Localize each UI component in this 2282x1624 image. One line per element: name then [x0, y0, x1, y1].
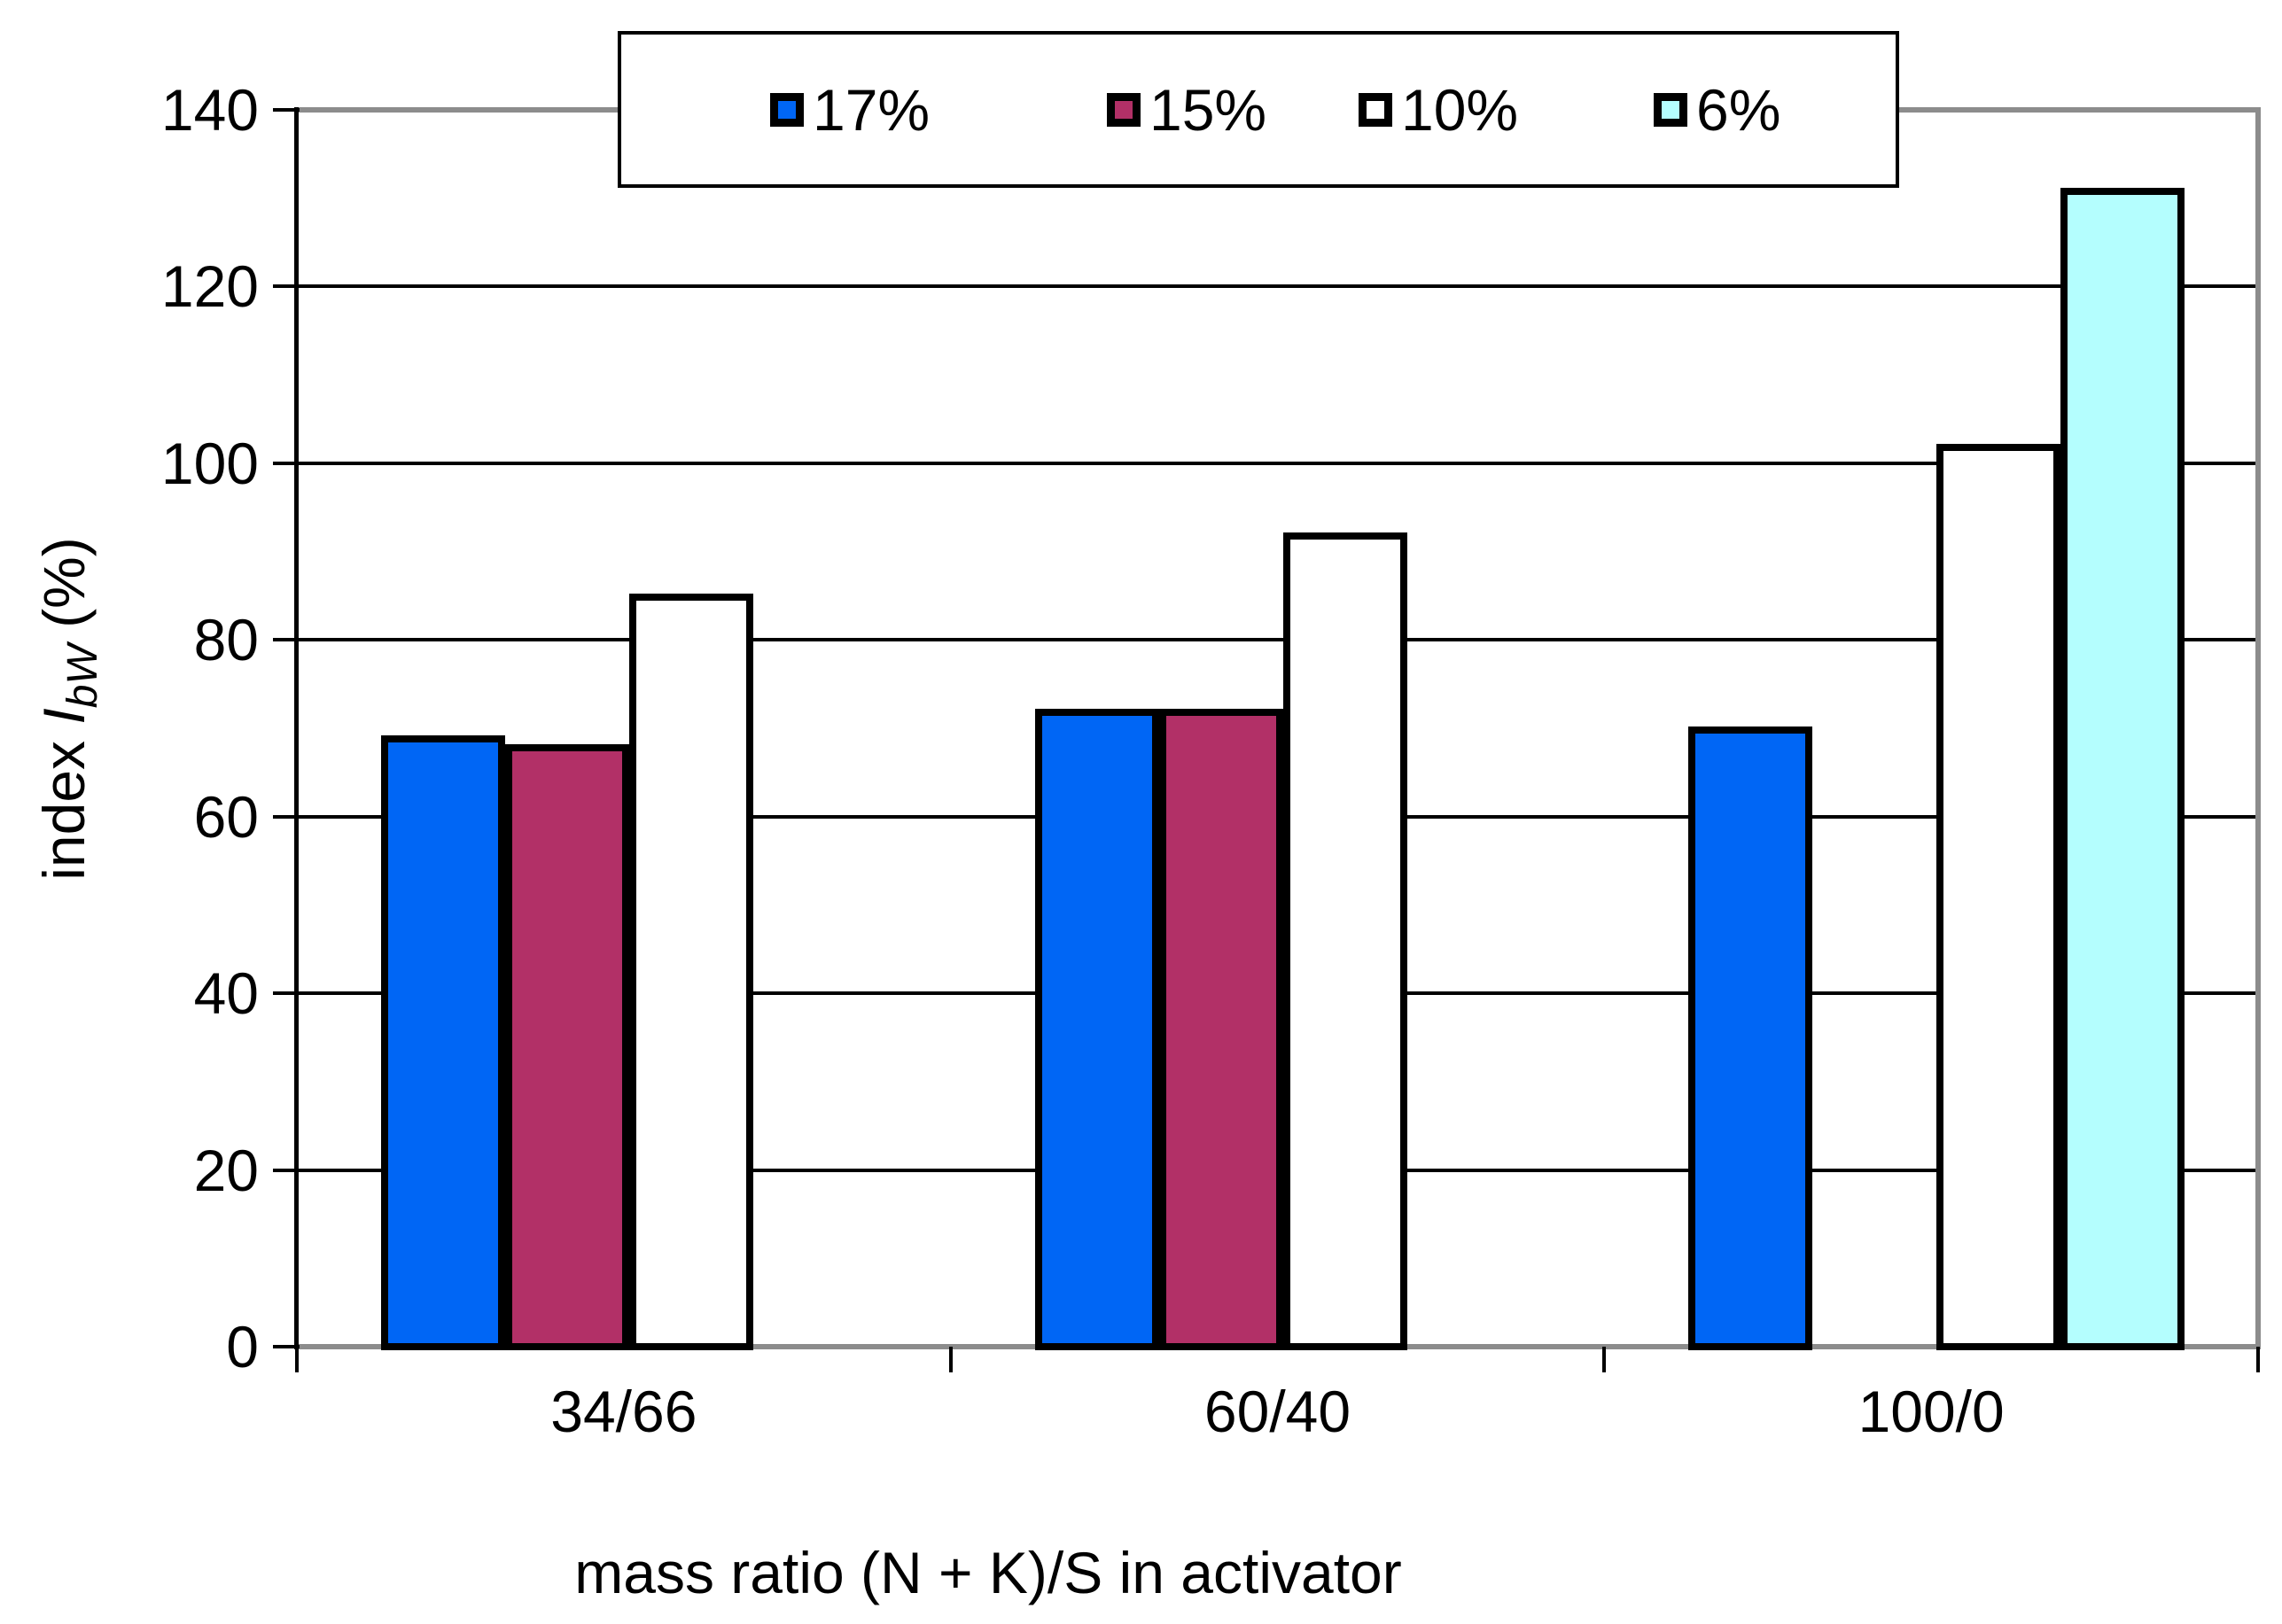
legend-item-17%: 17% — [770, 35, 930, 184]
y-tick-label: 40 — [193, 960, 259, 1027]
bar-17%-100/0 — [1688, 727, 1813, 1350]
y-tick — [273, 638, 300, 642]
legend-label: 17% — [813, 76, 931, 143]
legend-item-10%: 10% — [1359, 35, 1518, 184]
bar-17%-34/66 — [381, 734, 505, 1350]
bar-15%-34/66 — [505, 743, 629, 1350]
bar-10%-100/0 — [1936, 443, 2061, 1350]
y-tick-label: 20 — [193, 1137, 259, 1203]
plot-border-right — [2255, 107, 2261, 1349]
category-label: 100/0 — [1858, 1379, 2005, 1444]
bar-10%-60/40 — [1282, 532, 1407, 1350]
h-gridline — [297, 638, 2258, 642]
bar-17%-60/40 — [1034, 709, 1159, 1350]
category-label: 34/66 — [550, 1379, 697, 1444]
legend-swatch-icon — [1359, 92, 1392, 127]
y-axis-title-symbol: I — [31, 708, 97, 725]
y-tick-label: 60 — [193, 783, 259, 850]
h-gridline — [297, 284, 2258, 289]
bar-10%-34/66 — [629, 594, 753, 1350]
legend-swatch-icon — [1107, 92, 1141, 127]
y-tick-label: 80 — [193, 607, 259, 673]
legend-label: 10% — [1401, 76, 1519, 143]
x-tick — [1602, 1347, 1607, 1372]
legend-item-6%: 6% — [1654, 35, 1780, 184]
y-tick-label: 100 — [160, 430, 259, 496]
legend-label: 15% — [1149, 76, 1267, 143]
h-gridline — [297, 461, 2258, 465]
y-tick — [273, 991, 300, 996]
y-tick — [273, 814, 300, 819]
x-tick — [295, 1347, 299, 1372]
legend-label: 6% — [1696, 76, 1781, 143]
y-tick-label: 140 — [160, 77, 259, 143]
y-tick-label: 0 — [226, 1314, 259, 1379]
bar-6%-100/0 — [2060, 187, 2185, 1350]
y-tick — [273, 1345, 300, 1348]
y-tick — [273, 108, 300, 112]
y-axis-line — [294, 107, 299, 1349]
y-tick — [273, 284, 300, 289]
y-tick-label: 120 — [160, 253, 259, 320]
y-tick — [273, 1168, 300, 1172]
legend-swatch-icon — [770, 92, 804, 127]
x-tick — [2256, 1347, 2260, 1372]
legend: 17% 15% 10% 6% — [618, 31, 1899, 188]
legend-item-15%: 15% — [1107, 35, 1266, 184]
category-label: 60/40 — [1203, 1379, 1351, 1444]
legend-swatch-icon — [1654, 92, 1687, 127]
bar-15%-60/40 — [1158, 709, 1283, 1350]
y-tick — [273, 461, 300, 465]
x-tick — [948, 1347, 953, 1372]
x-axis-title: mass ratio (N + K)/S in activator — [574, 1540, 1402, 1605]
